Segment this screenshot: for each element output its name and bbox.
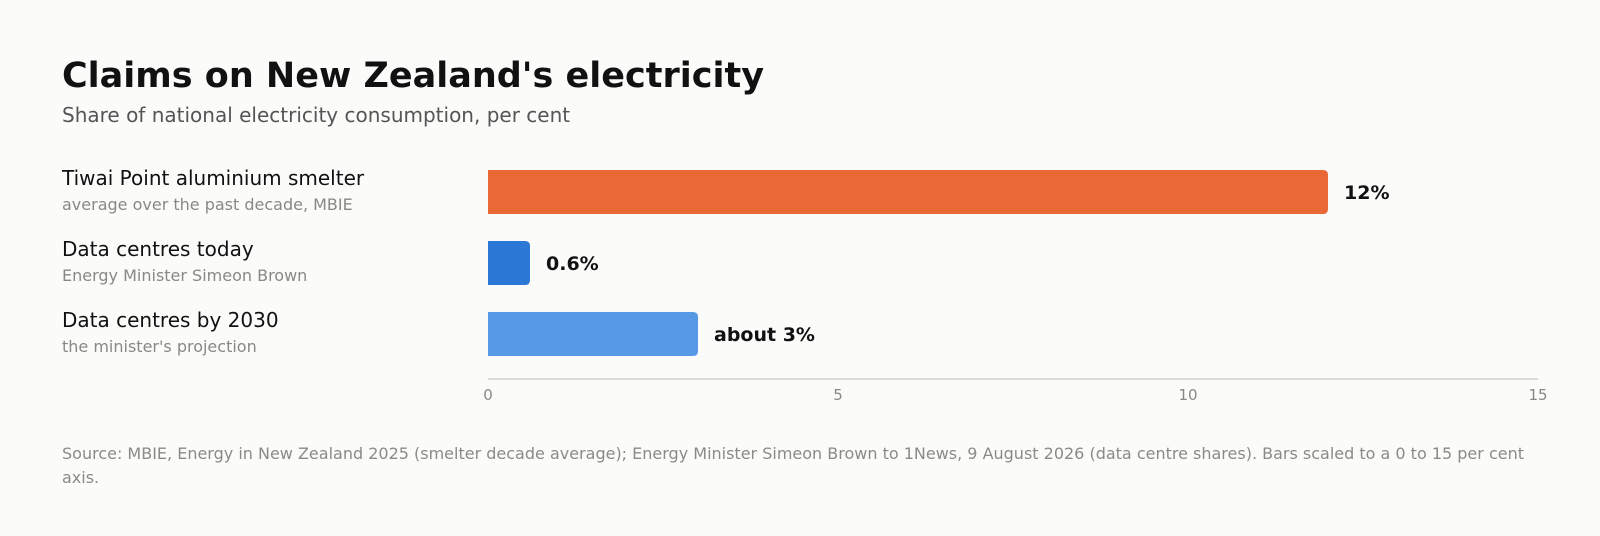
category-sublabel: the minister's projection [62, 337, 257, 356]
x-tick-label: 0 [483, 386, 493, 404]
bar [488, 170, 1328, 214]
value-label: 0.6% [546, 253, 599, 275]
value-label: about 3% [714, 324, 815, 346]
x-tick-label: 10 [1178, 386, 1197, 404]
chart-title: Claims on New Zealand's electricity [62, 56, 765, 96]
category-sublabel: average over the past decade, MBIE [62, 195, 353, 214]
bar [488, 241, 530, 285]
value-label: 12% [1344, 182, 1389, 204]
category-label: Data centres by 2030 [62, 308, 279, 332]
x-tick-label: 15 [1528, 386, 1547, 404]
category-label: Tiwai Point aluminium smelter [61, 166, 365, 190]
source-note: Source: MBIE, Energy in New Zealand 2025… [62, 444, 1524, 487]
x-tick-label: 5 [833, 386, 843, 404]
bar [488, 312, 698, 356]
chart-subtitle: Share of national electricity consumptio… [62, 103, 571, 127]
category-label: Data centres today [62, 237, 254, 261]
category-sublabel: Energy Minister Simeon Brown [62, 266, 307, 285]
